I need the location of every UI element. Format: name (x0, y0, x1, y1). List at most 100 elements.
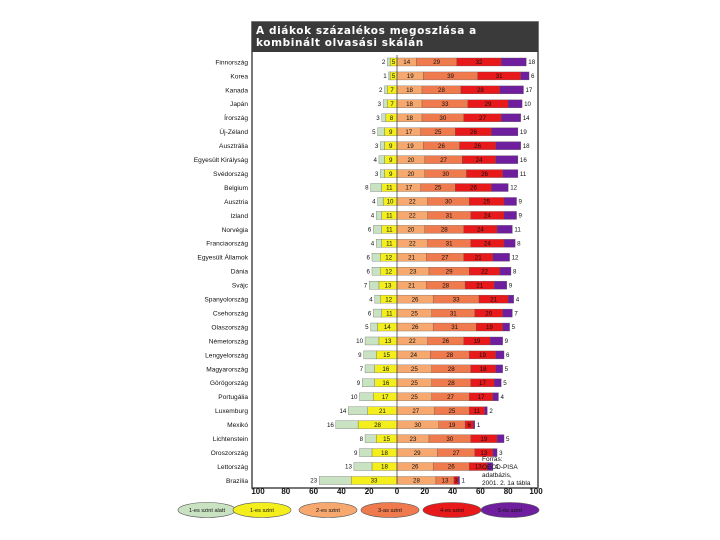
x-tick-label: 20 (420, 487, 429, 496)
legend-label: 1-es szint alatt (189, 508, 226, 514)
bar-segment-5-ös-szint (493, 253, 510, 261)
x-tick-label: 20 (365, 487, 374, 496)
bar-segment-5-ös-szint (496, 156, 518, 164)
bar-segment-1-es-szint-alatt (378, 197, 384, 205)
x-tick-label: 60 (309, 487, 318, 496)
bar-segment-1-es-szint-alatt (365, 435, 376, 443)
value-label: 5 (512, 324, 516, 331)
bar-segment-5-ös-szint (492, 184, 509, 192)
value-label: 24 (410, 352, 417, 359)
value-label: 12 (385, 268, 392, 275)
bar-segment-1-es-szint-alatt (384, 86, 387, 94)
value-label: 11 (386, 227, 393, 234)
value-label: 9 (509, 282, 513, 289)
country-label: Németország (209, 338, 249, 345)
value-label: 22 (409, 338, 416, 345)
bar-segment-1-es-szint-alatt (387, 58, 390, 66)
value-label: 25 (483, 199, 490, 206)
bar-segment-1-es-szint-alatt (375, 295, 381, 303)
value-label: 12 (512, 254, 519, 261)
value-label: 19 (407, 73, 414, 80)
value-label: 18 (528, 59, 535, 66)
bar-segment-1-es-szint-alatt (382, 114, 386, 122)
value-label: 6 (368, 310, 372, 317)
value-label: 11 (514, 227, 521, 234)
value-label: 9 (389, 129, 393, 136)
country-label: Olaszország (211, 324, 248, 331)
value-label: 6 (531, 73, 535, 80)
bar-segment-5-ös-szint (500, 267, 511, 275)
bar-segment-5-ös-szint (508, 295, 514, 303)
bar-segment-1-es-szint-alatt (371, 184, 382, 192)
value-label: 9 (519, 213, 523, 220)
value-label: 39 (447, 73, 454, 80)
value-label: 26 (442, 338, 449, 345)
bar-segment-5-ös-szint (503, 170, 518, 178)
value-label: 28 (374, 422, 381, 429)
value-label: 25 (411, 394, 418, 401)
value-label: 9 (389, 171, 393, 178)
bar-segment-5-ös-szint (493, 393, 499, 401)
value-label: 14 (384, 324, 391, 331)
bar-segment-5-ös-szint (492, 128, 518, 136)
value-label: 29 (485, 101, 492, 108)
bar-segment-5-ös-szint (458, 476, 459, 484)
source-line-1: Forrás: (482, 456, 542, 464)
value-label: 30 (439, 115, 446, 122)
value-label: 26 (474, 143, 481, 150)
value-label: 7 (514, 310, 518, 317)
value-label: 17 (382, 394, 389, 401)
bar-segment-5-ös-szint (508, 100, 522, 108)
bar-segment-5-ös-szint (503, 323, 510, 331)
value-label: 8 (517, 241, 521, 248)
value-label: 13 (385, 338, 392, 345)
value-label: 19 (486, 324, 493, 331)
value-label: 4 (371, 213, 375, 220)
value-label: 6 (367, 254, 371, 261)
country-label: Brazília (226, 478, 248, 485)
value-label: 24 (484, 241, 491, 248)
x-tick-label: 100 (529, 487, 543, 496)
value-label: 7 (390, 87, 394, 94)
value-label: 5 (392, 73, 396, 80)
value-label: 25 (435, 185, 442, 192)
value-label: 11 (386, 185, 393, 192)
country-label: Portugália (218, 394, 248, 401)
value-label: 28 (448, 380, 455, 387)
value-label: 26 (470, 129, 477, 136)
bar-segment-1-es-szint-alatt (348, 407, 367, 415)
legend-label: 4-es szint (440, 508, 464, 514)
country-label: Egyesült Államok (197, 253, 248, 262)
value-label: 29 (414, 450, 421, 457)
value-label: 21 (475, 254, 482, 261)
value-label: 13 (385, 282, 392, 289)
value-label: 12 (385, 254, 392, 261)
bar-segment-1-es-szint-alatt (373, 309, 381, 317)
country-label: Kanada (225, 87, 248, 94)
value-label: 5 (365, 324, 369, 331)
value-label: 9 (354, 450, 358, 457)
value-label: 26 (412, 324, 419, 331)
value-label: 9 (357, 380, 361, 387)
value-label: 2 (379, 87, 383, 94)
value-label: 6 (368, 227, 372, 234)
value-label: 9 (519, 199, 523, 206)
value-label: 18 (480, 366, 487, 373)
country-label: Lengyelország (205, 352, 248, 359)
value-label: 30 (445, 199, 452, 206)
value-label: 32 (476, 59, 483, 66)
value-label: 17 (405, 129, 412, 136)
x-tick-label: 40 (337, 487, 346, 496)
bar-segment-1-es-szint-alatt (362, 379, 375, 387)
source-line-3: 2001. 2. 1a tábla (482, 480, 542, 488)
bar-segment-5-ös-szint (496, 142, 521, 150)
value-label: 30 (446, 436, 453, 443)
value-label: 13 (442, 478, 449, 485)
value-label: 11 (386, 241, 393, 248)
value-label: 20 (485, 310, 492, 317)
value-label: 20 (407, 157, 414, 164)
value-label: 9 (505, 338, 509, 345)
value-label: 22 (481, 268, 488, 275)
value-label: 8 (365, 185, 369, 192)
value-label: 26 (448, 464, 455, 471)
